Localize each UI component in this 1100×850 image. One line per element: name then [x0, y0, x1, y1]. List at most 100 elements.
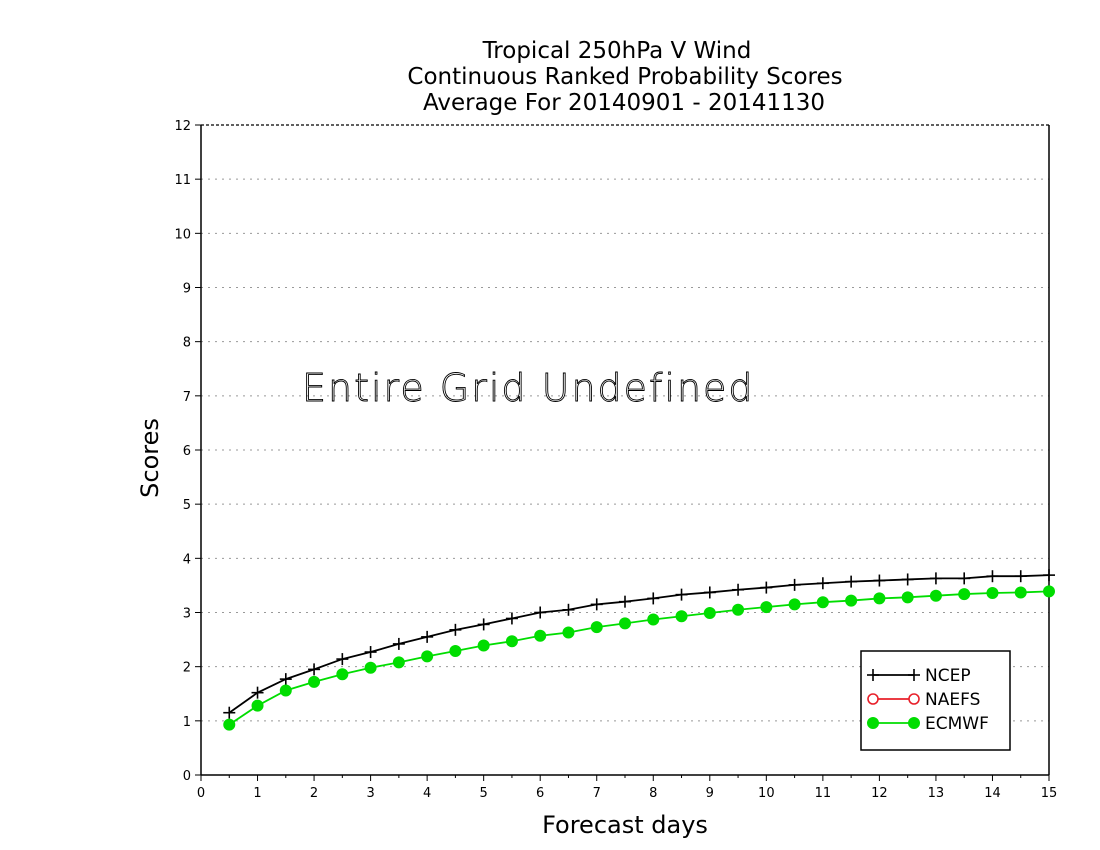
- data-point-ecmwf: [1014, 586, 1027, 599]
- data-point-ecmwf: [590, 621, 603, 634]
- legend-box: [860, 650, 1011, 751]
- data-point-ncep: [364, 646, 377, 659]
- data-point-ecmwf: [223, 718, 236, 731]
- data-point-ncep: [562, 603, 575, 616]
- data-point-ncep: [816, 577, 829, 590]
- data-point-ncep: [223, 706, 236, 719]
- data-point-ncep: [760, 581, 773, 594]
- data-point-ncep: [477, 618, 490, 631]
- y-tick-label: 11: [174, 173, 191, 188]
- data-point-ecmwf: [873, 592, 886, 605]
- data-point-ncep: [505, 612, 518, 625]
- data-point-ecmwf: [845, 594, 858, 607]
- x-axis-label: Forecast days: [542, 811, 708, 839]
- data-point-ecmwf: [929, 589, 942, 602]
- data-point-ncep: [1014, 570, 1027, 583]
- x-tick-label: 9: [706, 786, 714, 801]
- x-tick-label: 12: [871, 786, 888, 801]
- data-point-ncep: [308, 663, 321, 676]
- y-tick-label: 9: [183, 282, 191, 297]
- y-tick-label: 3: [183, 607, 191, 622]
- legend-marker: [908, 669, 920, 681]
- x-tick-label: 1: [253, 786, 261, 801]
- data-point-ecmwf: [647, 613, 660, 626]
- data-point-ncep: [958, 572, 971, 585]
- legend-label: ECMWF: [925, 714, 989, 734]
- legend: NCEP NAEFS ECMWF: [860, 650, 1011, 751]
- y-tick-label: 0: [183, 769, 191, 784]
- data-point-ecmwf: [732, 603, 745, 616]
- y-tick-label: 2: [183, 661, 191, 676]
- x-tick-label: 5: [480, 786, 488, 801]
- legend-marker: [867, 717, 879, 729]
- y-tick-label: 12: [174, 119, 191, 134]
- y-tick-label: 4: [183, 552, 191, 567]
- legend-label: NAEFS: [925, 690, 980, 710]
- data-point-ncep: [421, 630, 434, 643]
- series-layer: [223, 569, 1055, 731]
- chart-title: Tropical 250hPa V Wind Continuous Ranked…: [407, 38, 842, 116]
- x-tick-label: 0: [197, 786, 205, 801]
- data-point-ecmwf: [308, 675, 321, 688]
- legend-entry-ncep: NCEP: [867, 666, 971, 686]
- data-point-ecmwf: [449, 644, 462, 657]
- data-point-ecmwf: [901, 591, 914, 604]
- x-tick-label: 2: [310, 786, 318, 801]
- data-point-ncep: [279, 673, 292, 686]
- data-point-ncep: [590, 598, 603, 611]
- data-point-ecmwf: [336, 668, 349, 681]
- x-tick-label: 6: [536, 786, 544, 801]
- data-point-ecmwf: [562, 626, 575, 639]
- y-tick-label: 6: [183, 444, 191, 459]
- data-point-ncep: [929, 572, 942, 585]
- legend-marker: [867, 693, 879, 705]
- data-point-ncep: [392, 637, 405, 650]
- x-tick-label: 8: [649, 786, 657, 801]
- series-ecmwf: [223, 585, 1055, 731]
- data-point-ncep: [873, 574, 886, 587]
- grid: [201, 178, 1049, 722]
- data-point-ecmwf: [364, 661, 377, 674]
- data-point-ncep: [845, 575, 858, 588]
- data-point-ncep: [647, 592, 660, 605]
- x-tick-label: 15: [1041, 786, 1058, 801]
- data-point-ncep: [1043, 569, 1055, 582]
- data-point-ecmwf: [760, 601, 773, 614]
- title-line-1: Tropical 250hPa V Wind: [482, 38, 752, 64]
- legend-entry-naefs: NAEFS: [867, 690, 980, 710]
- y-axis-label: Scores: [136, 418, 164, 498]
- title-line-3: Average For 20140901 - 20141130: [423, 90, 825, 116]
- data-point-ecmwf: [392, 656, 405, 669]
- data-point-ecmwf: [619, 617, 631, 630]
- legend-entry-ecmwf: ECMWF: [867, 714, 989, 734]
- data-point-ncep: [675, 588, 688, 601]
- data-point-ecmwf: [279, 684, 292, 697]
- x-tick-label: 7: [593, 786, 601, 801]
- data-point-ecmwf: [958, 588, 971, 601]
- data-point-ncep: [901, 573, 914, 586]
- legend-label: NCEP: [925, 666, 971, 686]
- data-point-ncep: [986, 570, 999, 583]
- y-tick-label: 10: [174, 227, 191, 242]
- data-point-ecmwf: [534, 629, 547, 642]
- data-point-ncep: [534, 606, 547, 619]
- data-point-ncep: [788, 578, 801, 591]
- data-point-ecmwf: [986, 587, 999, 599]
- y-tick-label: 7: [183, 390, 191, 405]
- data-point-ecmwf: [788, 598, 801, 611]
- data-point-ncep: [732, 583, 745, 596]
- x-tick-label: 13: [928, 786, 945, 801]
- y-tick-label: 1: [183, 715, 191, 730]
- data-point-ecmwf: [675, 610, 688, 623]
- data-point-ncep: [336, 653, 349, 666]
- data-point-ecmwf: [477, 639, 490, 652]
- data-point-ncep: [619, 595, 631, 608]
- series-ncep: [223, 569, 1055, 719]
- title-line-2: Continuous Ranked Probability Scores: [407, 64, 842, 90]
- data-point-ecmwf: [505, 635, 518, 648]
- y-tick-label: 8: [183, 336, 191, 351]
- x-tick-label: 4: [423, 786, 431, 801]
- legend-marker: [867, 669, 879, 681]
